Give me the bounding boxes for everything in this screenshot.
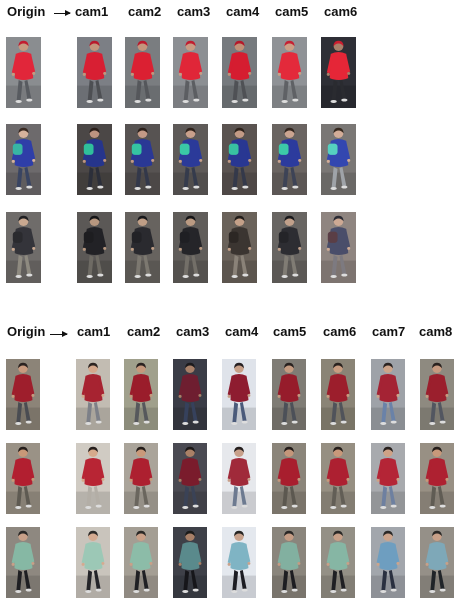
- bottom-cam5-image-row3: [272, 527, 306, 598]
- bottom-cam7-image-row2: [371, 443, 405, 514]
- bottom-cam6-image-row2: [321, 443, 355, 514]
- bottom-cam3-image-row2: [173, 443, 207, 514]
- top-cam2-image-row1: [125, 37, 160, 108]
- top-cam5-image-row1: [272, 37, 307, 108]
- top-cam4-image-row3: [222, 212, 257, 283]
- top-origin-label: Origin: [7, 4, 46, 19]
- top-cam6-image-row1: [321, 37, 356, 108]
- top-cam5-label: cam5: [275, 4, 309, 19]
- top-origin-image-row1: [6, 37, 41, 108]
- bottom-origin-image-row2: [6, 443, 40, 514]
- top-cam4-image-row2: [222, 124, 257, 195]
- bottom-cam3-label: cam3: [176, 324, 210, 339]
- top-cam4-label: cam4: [226, 4, 260, 19]
- bottom-cam5-label: cam5: [273, 324, 307, 339]
- top-cam3-image-row2: [173, 124, 208, 195]
- top-cam5-image-row3: [272, 212, 307, 283]
- top-cam3-image-row3: [173, 212, 208, 283]
- bottom-origin-image-row1: [6, 359, 40, 430]
- top-cam2-image-row3: [125, 212, 160, 283]
- top-cam6-image-row2: [321, 124, 356, 195]
- bottom-cam2-image-row3: [124, 527, 158, 598]
- top-cam2-image-row2: [125, 124, 160, 195]
- bottom-cam6-image-row3: [321, 527, 355, 598]
- bottom-cam6-image-row1: [321, 359, 355, 430]
- bottom-cam8-image-row2: [420, 443, 454, 514]
- bottom-cam4-image-row2: [222, 443, 256, 514]
- bottom-cam4-image-row3: [222, 527, 256, 598]
- bottom-cam8-image-row1: [420, 359, 454, 430]
- top-cam1-image-row2: [77, 124, 112, 195]
- bottom-cam8-image-row3: [420, 527, 454, 598]
- bottom-cam1-image-row1: [76, 359, 110, 430]
- top-cam1-image-row3: [77, 212, 112, 283]
- bottom-cam6-label: cam6: [323, 324, 357, 339]
- top-cam4-image-row1: [222, 37, 257, 108]
- top-origin-image-row3: [6, 212, 41, 283]
- top-cam6-label: cam6: [324, 4, 358, 19]
- bottom-cam4-label: cam4: [225, 324, 259, 339]
- bottom-cam5-image-row1: [272, 359, 306, 430]
- bottom-cam1-image-row3: [76, 527, 110, 598]
- top-cam6-image-row3: [321, 212, 356, 283]
- top-cam5-image-row2: [272, 124, 307, 195]
- bottom-cam2-image-row1: [124, 359, 158, 430]
- top-cam3-label: cam3: [177, 4, 211, 19]
- bottom-cam7-image-row1: [371, 359, 405, 430]
- top-cam2-label: cam2: [128, 4, 162, 19]
- bottom-cam2-label: cam2: [127, 324, 161, 339]
- top-origin-image-row2: [6, 124, 41, 195]
- top-cam3-image-row1: [173, 37, 208, 108]
- top-arrow-icon: [54, 10, 71, 16]
- bottom-origin-image-row3: [6, 527, 40, 598]
- bottom-cam2-image-row2: [124, 443, 158, 514]
- top-cam1-image-row1: [77, 37, 112, 108]
- top-cam1-label: cam1: [75, 4, 109, 19]
- bottom-cam7-image-row3: [371, 527, 405, 598]
- bottom-cam5-image-row2: [272, 443, 306, 514]
- bottom-cam4-image-row1: [222, 359, 256, 430]
- bottom-cam1-label: cam1: [77, 324, 111, 339]
- bottom-arrow-icon: [50, 331, 68, 337]
- bottom-cam8-label: cam8: [419, 324, 453, 339]
- bottom-cam3-image-row1: [173, 359, 207, 430]
- bottom-cam7-label: cam7: [372, 324, 406, 339]
- bottom-origin-label: Origin: [7, 324, 46, 339]
- bottom-cam1-image-row2: [76, 443, 110, 514]
- bottom-cam3-image-row3: [173, 527, 207, 598]
